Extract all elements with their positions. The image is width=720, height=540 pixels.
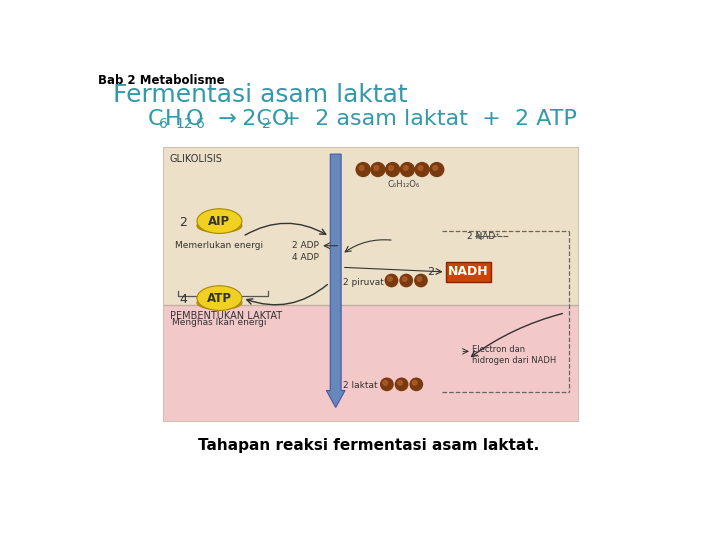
Text: C: C — [148, 109, 163, 129]
Text: 2 piruvat: 2 piruvat — [343, 278, 384, 287]
Circle shape — [395, 378, 408, 390]
Bar — [446, 262, 490, 282]
Ellipse shape — [197, 209, 242, 233]
Circle shape — [371, 163, 385, 177]
Text: GLIKOLISIS: GLIKOLISIS — [170, 154, 222, 164]
Circle shape — [381, 378, 393, 390]
Text: →: → — [204, 109, 237, 129]
Text: H: H — [165, 109, 181, 129]
Text: O: O — [186, 109, 204, 129]
Text: 2 laktat: 2 laktat — [343, 381, 378, 390]
Circle shape — [415, 163, 429, 177]
Ellipse shape — [197, 296, 242, 309]
Text: Bab 2 Metabolisme: Bab 2 Metabolisme — [98, 74, 225, 87]
Circle shape — [397, 381, 402, 385]
Circle shape — [413, 381, 417, 385]
Circle shape — [418, 166, 423, 170]
Circle shape — [400, 163, 414, 177]
Bar — [163, 147, 579, 422]
Text: NADH: NADH — [448, 266, 488, 279]
Polygon shape — [326, 154, 345, 408]
Text: Memerlukan energi: Memerlukan energi — [176, 241, 264, 250]
Text: PEMBENTUKAN LAKTAT: PEMBENTUKAN LAKTAT — [170, 311, 282, 321]
Circle shape — [389, 166, 393, 170]
Text: 2: 2 — [262, 117, 271, 131]
Circle shape — [400, 274, 413, 287]
Circle shape — [410, 378, 423, 390]
Text: 2: 2 — [428, 267, 435, 277]
Bar — [163, 148, 578, 305]
Circle shape — [383, 381, 387, 385]
Text: Tahapan reaksi fermentasi asam laktat.: Tahapan reaksi fermentasi asam laktat. — [199, 438, 539, 453]
Text: Electron dan
hidrogen dari NADH: Electron dan hidrogen dari NADH — [472, 345, 556, 364]
Text: 2: 2 — [179, 216, 187, 229]
Circle shape — [417, 276, 422, 281]
Text: 4 ADP: 4 ADP — [292, 253, 319, 262]
Ellipse shape — [197, 219, 242, 233]
Text: 2 ADP: 2 ADP — [292, 241, 319, 250]
Text: 6: 6 — [159, 117, 168, 131]
Circle shape — [403, 166, 408, 170]
Circle shape — [387, 276, 392, 281]
Text: +  2 asam laktat  +  2 ATP: + 2 asam laktat + 2 ATP — [269, 109, 577, 129]
Circle shape — [415, 274, 427, 287]
Text: 12: 12 — [175, 117, 193, 131]
Circle shape — [359, 166, 364, 170]
Circle shape — [430, 163, 444, 177]
Text: C₆H₁₂O₆: C₆H₁₂O₆ — [387, 180, 420, 190]
Text: 4: 4 — [179, 293, 187, 306]
Text: Menghas lkan energi: Menghas lkan energi — [172, 318, 266, 327]
Text: 2CO: 2CO — [228, 109, 289, 129]
Text: ATP: ATP — [207, 292, 232, 306]
Ellipse shape — [197, 286, 242, 310]
Circle shape — [402, 276, 407, 281]
Text: 2 NAD⁺: 2 NAD⁺ — [467, 232, 500, 241]
Text: Fermentasi asam laktat: Fermentasi asam laktat — [113, 83, 408, 107]
Circle shape — [374, 166, 379, 170]
Circle shape — [356, 163, 370, 177]
Text: 6: 6 — [196, 117, 205, 131]
Circle shape — [386, 163, 400, 177]
Circle shape — [385, 274, 397, 287]
Text: AIP: AIP — [208, 215, 230, 228]
Circle shape — [433, 166, 438, 170]
Bar — [163, 305, 578, 421]
